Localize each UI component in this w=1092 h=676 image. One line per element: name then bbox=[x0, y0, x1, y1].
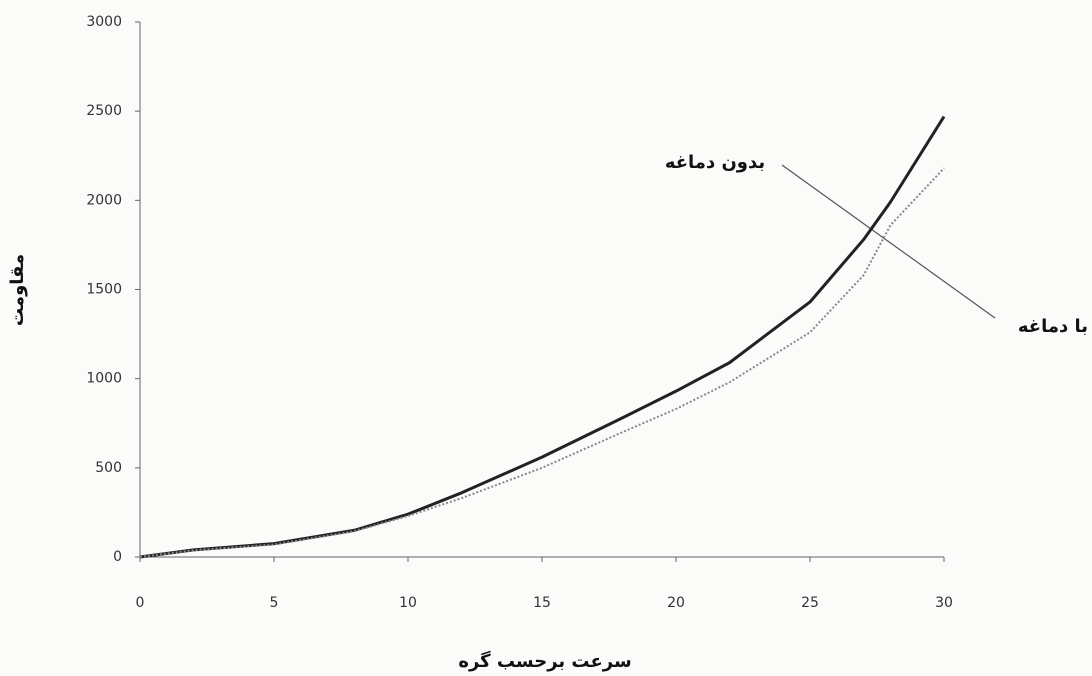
series-line bbox=[139, 167, 945, 558]
y-tick-label: 1000 bbox=[86, 371, 122, 387]
y-tick-label: 1500 bbox=[86, 282, 122, 298]
x-tick-label: 5 bbox=[270, 595, 279, 611]
series-label: با دماغه bbox=[1018, 316, 1088, 337]
y-tick-label: 2500 bbox=[86, 103, 122, 119]
y-axis-title: مقاومت bbox=[7, 254, 28, 326]
leader-line bbox=[781, 164, 996, 319]
y-tick-label: 2000 bbox=[86, 192, 122, 208]
x-tick-label: 30 bbox=[935, 595, 953, 611]
y-tick-label: 3000 bbox=[86, 14, 122, 30]
y-tick-label: 0 bbox=[113, 549, 122, 565]
x-tick-label: 10 bbox=[399, 595, 417, 611]
x-tick-label: 15 bbox=[533, 595, 551, 611]
series-line bbox=[139, 115, 946, 559]
x-axis-title: سرعت برحسب گره bbox=[458, 650, 631, 672]
x-tick-label: 0 bbox=[136, 595, 145, 611]
x-tick-label: 25 bbox=[801, 595, 819, 611]
x-tick-label: 20 bbox=[667, 595, 685, 611]
y-tick-label: 500 bbox=[95, 460, 122, 476]
series-label: بدون دماغه bbox=[665, 152, 765, 173]
